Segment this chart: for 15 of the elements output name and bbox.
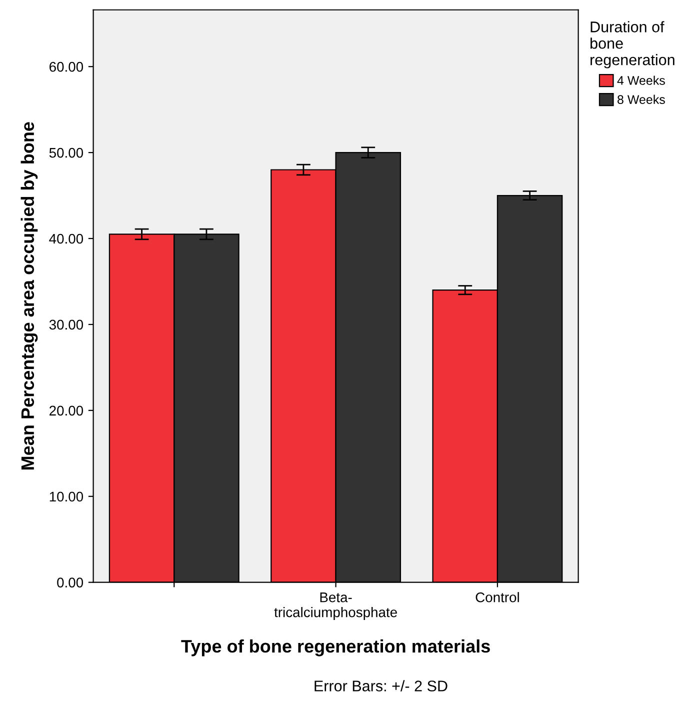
y-tick-label: 30.00 <box>49 320 84 330</box>
y-tick-label: 10.00 <box>50 492 84 502</box>
y-tick-label: 20.00 <box>50 406 84 416</box>
legend-title: Duration of bone regeneration <box>590 21 674 68</box>
x-tick-label: Control <box>476 592 519 602</box>
legend-label: 4 Weeks <box>617 76 665 85</box>
legend-label: 8 Weeks <box>618 94 665 104</box>
x-axis-title: Type of bone regeneration materials <box>181 639 490 656</box>
y-tick-label: 40.00 <box>49 234 84 244</box>
y-tick-label: 50.00 <box>49 148 84 158</box>
y-tick-label: 0.00 <box>57 578 84 588</box>
x-tick-label: Beta- tricalciumphosphate <box>274 592 397 620</box>
text: Error Bars: +/- 2 SD <box>314 680 448 692</box>
y-tick-label: 60.00 <box>50 62 84 72</box>
y-axis-title: Mean Percentage area occupied by bone <box>20 122 38 470</box>
